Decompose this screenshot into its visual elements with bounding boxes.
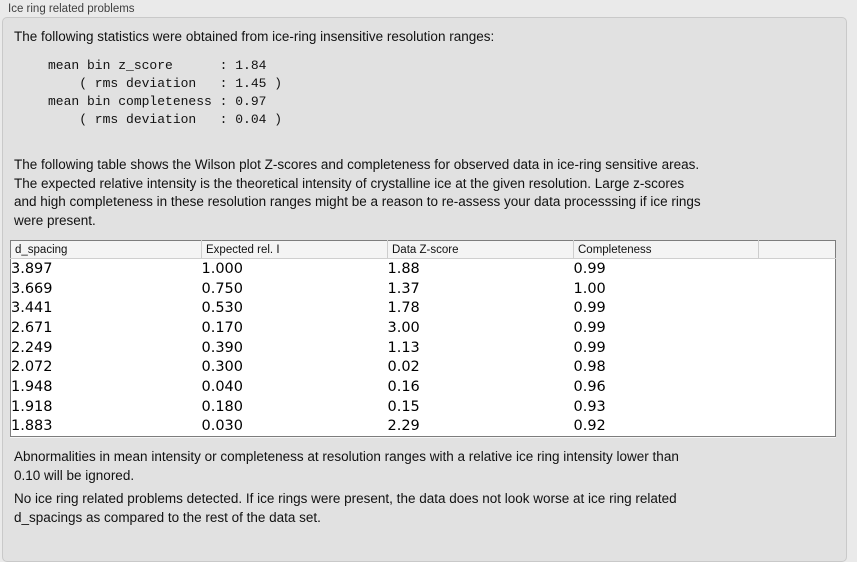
table-cell: 1.13 [387,339,420,356]
table-row[interactable]: 3.669 0.750 1.37 1.00 [11,279,836,299]
table-row[interactable]: 2.671 0.170 3.00 0.99 [11,318,836,338]
table-cell: 0.99 [573,339,606,356]
table-cell: 0.98 [573,359,606,376]
column-header-spacer [758,240,836,259]
table-cell: 0.040 [201,378,244,395]
table-row[interactable]: 1.918 0.180 0.15 0.93 [11,397,836,417]
table-cell-spacer [759,397,836,417]
table-cell: 0.02 [387,359,420,376]
table-cell: 0.15 [387,398,420,415]
ignore-note-text: Abnormalities in mean intensity or compl… [14,449,679,483]
column-header-data-z-score[interactable]: Data Z-score [387,240,574,259]
column-header-d-spacing[interactable]: d_spacing [10,240,202,259]
table-cell-spacer [759,377,836,397]
table-cell: 0.750 [201,280,244,297]
table-cell-spacer [759,357,836,377]
table-cell: 1.883 [11,418,53,435]
table-cell: 1.37 [387,280,420,297]
table-body: 3.897 1.000 1.88 0.99 3.669 0.750 1.37 1.00 3.44… [11,259,836,437]
table-cell: 0.16 [387,378,420,395]
table-cell: 0.93 [573,398,606,415]
table-cell: 0.99 [573,260,606,277]
table-cell: 3.669 [11,280,53,297]
table-cell: 1.00 [573,280,606,297]
table-cell-spacer [759,259,836,279]
table-cell: 2.671 [11,319,53,336]
table-cell-spacer [759,298,836,318]
table-row[interactable]: 1.948 0.040 0.16 0.96 [11,377,836,397]
table-row[interactable]: 3.441 0.530 1.78 0.99 [11,298,836,318]
table-cell: 2.29 [387,418,420,435]
table-cell: 2.249 [11,339,53,356]
ice-ring-table: d_spacing Expected rel. I Data Z-score C… [10,240,836,438]
table-cell: 1.88 [387,260,420,277]
table-row[interactable]: 2.072 0.300 0.02 0.98 [11,357,836,377]
table-cell: 3.441 [11,300,53,317]
table-cell: 0.300 [201,359,244,376]
stats-monospace-block: mean bin z_score : 1.84 ( rms deviation … [48,58,283,127]
table-cell-spacer [759,417,836,437]
table-header-row: d_spacing Expected rel. I Data Z-score C… [10,240,836,259]
table-cell-spacer [759,279,836,299]
table-cell: 0.96 [573,378,606,395]
table-cell: 1.918 [11,398,53,415]
table-cell: 1.000 [201,260,244,277]
table-row[interactable]: 3.897 1.000 1.88 0.99 [11,259,836,279]
table-cell: 0.180 [201,398,244,415]
intro-text: The following statistics were obtained f… [14,29,495,44]
column-header-expected-rel-i[interactable]: Expected rel. I [201,240,388,259]
table-cell-spacer [759,318,836,338]
table-row[interactable]: 2.249 0.390 1.13 0.99 [11,338,836,358]
table-cell: 0.390 [201,339,244,356]
table-cell: 3.00 [387,319,420,336]
table-cell: 0.99 [573,319,606,336]
table-description-text: The following table shows the Wilson plo… [14,157,701,228]
table-cell-spacer [759,338,836,358]
table-cell: 0.92 [573,418,606,435]
table-cell: 1.948 [11,378,53,395]
column-header-completeness[interactable]: Completeness [573,240,759,259]
table-cell: 0.530 [201,300,244,317]
table-row[interactable]: 1.883 0.030 2.29 0.92 [11,417,836,437]
table-cell: 3.897 [11,260,53,277]
table-cell: 0.030 [201,418,244,435]
conclusion-text: No ice ring related problems detected. I… [14,491,677,525]
table-cell: 1.78 [387,300,420,317]
table-cell: 0.170 [201,319,244,336]
table-cell: 2.072 [11,359,53,376]
table-cell: 0.99 [573,300,606,317]
groupbox-title: Ice ring related problems [8,3,135,15]
